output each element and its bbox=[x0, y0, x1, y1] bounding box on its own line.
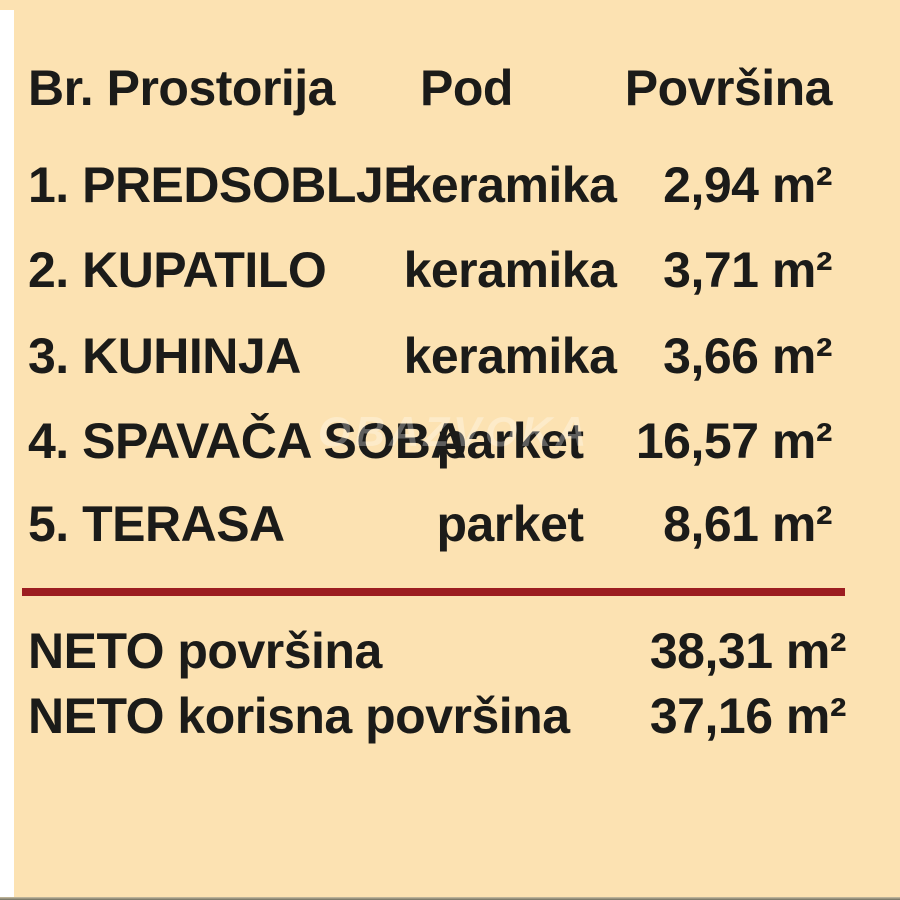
bottom-photo-edge bbox=[0, 897, 900, 900]
section-divider-line bbox=[22, 588, 845, 596]
header-floor: Pod bbox=[420, 60, 513, 116]
table-row: 4. SPAVAČA SOBA parket 16,57 m² bbox=[0, 416, 900, 476]
table-row: 5. TERASA parket 8,61 m² bbox=[0, 499, 900, 559]
room-name: 5. TERASA bbox=[28, 496, 285, 552]
room-name: 3. KUHINJA bbox=[28, 328, 301, 384]
room-floor: parket bbox=[436, 496, 584, 552]
room-area: 16,57 m² bbox=[635, 413, 833, 469]
summary-label: NETO površina bbox=[28, 623, 382, 679]
room-floor: keramika bbox=[403, 242, 617, 298]
header-area: Površina bbox=[624, 60, 833, 116]
room-name: 2. KUPATILO bbox=[28, 242, 327, 298]
summary-row-neto: NETO površina 38,31 m² bbox=[0, 626, 900, 686]
room-floor: parket bbox=[436, 413, 584, 469]
table-header-row: Br. Prostorija Pod Površina bbox=[0, 63, 900, 123]
table-row: 2. KUPATILO keramika 3,71 m² bbox=[0, 245, 900, 305]
room-name: 4. SPAVAČA SOBA bbox=[28, 413, 466, 469]
room-area: 2,94 m² bbox=[663, 157, 832, 213]
room-area: 3,66 m² bbox=[663, 328, 832, 384]
left-white-strip bbox=[0, 10, 14, 900]
room-floor: keramika bbox=[403, 157, 617, 213]
room-floor: keramika bbox=[403, 328, 617, 384]
room-area: 8,61 m² bbox=[663, 496, 832, 552]
summary-label: NETO korisna površina bbox=[28, 688, 570, 744]
table-row: 3. KUHINJA keramika 3,66 m² bbox=[0, 331, 900, 391]
table-row: 1. PREDSOBLJE keramika 2,94 m² bbox=[0, 160, 900, 220]
room-area: 3,71 m² bbox=[663, 242, 832, 298]
room-name: 1. PREDSOBLJE bbox=[28, 157, 417, 213]
header-number-room: Br. Prostorija bbox=[28, 60, 336, 116]
summary-value: 37,16 m² bbox=[649, 688, 847, 744]
summary-row-neto-korisna: NETO korisna površina 37,16 m² bbox=[0, 691, 900, 751]
summary-value: 38,31 m² bbox=[649, 623, 847, 679]
